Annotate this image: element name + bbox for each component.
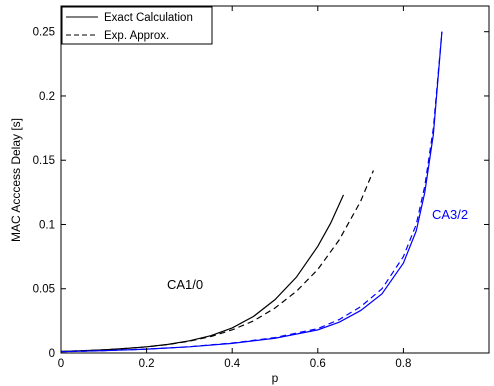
annotation-ca10: CA1/0 <box>167 277 203 292</box>
x-tick-label: 0.8 <box>395 358 411 370</box>
y-tick-label: 0.2 <box>39 91 55 103</box>
y-tick-label: 0.15 <box>33 155 55 167</box>
x-tick-label: 0.2 <box>139 358 155 370</box>
x-axis: 0 0.2 0.4 0.6 0.8 <box>58 6 411 370</box>
x-tick-label: 0 <box>58 358 64 370</box>
y-tick-label: 0.25 <box>33 27 55 39</box>
series-layer <box>60 31 443 353</box>
legend-entry-approx: Exp. Approx. <box>104 30 169 42</box>
plot-area <box>60 5 490 354</box>
y-tick-label: 0.05 <box>33 284 55 296</box>
series-line-ca10-exact <box>60 194 345 353</box>
annotation-ca32: CA3/2 <box>432 207 468 222</box>
x-tick-label: 0.4 <box>224 358 241 370</box>
legend-box <box>61 6 213 45</box>
y-tick-label: 0.1 <box>39 219 55 231</box>
x-tick-label: 0.6 <box>310 358 326 370</box>
x-axis-label: p <box>272 371 279 385</box>
y-tick-label: 0 <box>49 348 55 360</box>
legend: Exact Calculation Exp. Approx. <box>61 6 213 45</box>
series-line-ca32-exact <box>60 31 443 353</box>
y-axis: 0 0.05 0.1 0.15 0.2 0.25 <box>33 27 489 360</box>
y-axis-label: MAC Acccess Delay [s] <box>9 118 23 242</box>
legend-entry-exact: Exact Calculation <box>104 12 193 24</box>
series-line-ca32-approx <box>60 31 443 353</box>
series-line-ca10-approx <box>60 170 374 353</box>
